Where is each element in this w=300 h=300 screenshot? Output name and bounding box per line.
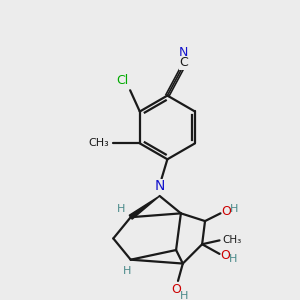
Text: C: C [179,56,188,69]
Text: CH₃: CH₃ [222,236,242,245]
Text: H: H [180,291,188,300]
Text: O: O [171,283,181,296]
Text: O: O [220,249,230,262]
Text: Cl: Cl [116,74,128,87]
Text: H: H [117,205,125,214]
Text: O: O [221,205,231,218]
Text: H: H [123,266,131,276]
Text: H: H [230,203,238,214]
Text: N: N [179,46,188,59]
Text: H: H [229,254,237,264]
Polygon shape [129,196,160,219]
Text: N: N [154,179,165,193]
Text: CH₃: CH₃ [89,138,110,148]
